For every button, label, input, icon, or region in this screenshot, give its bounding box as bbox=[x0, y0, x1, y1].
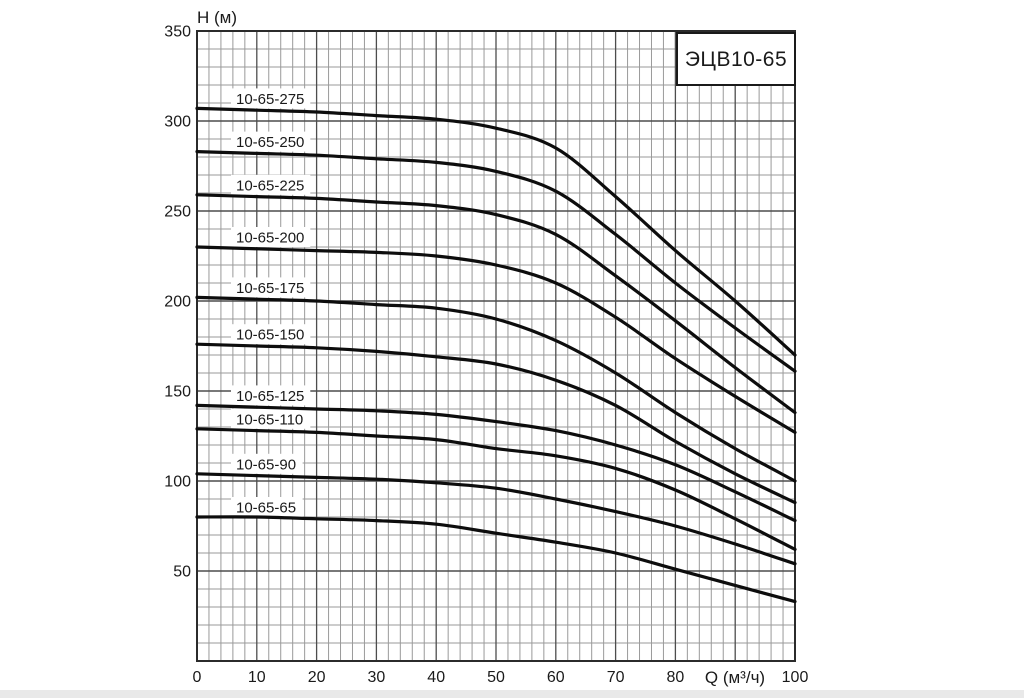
curve-label-mask bbox=[231, 227, 311, 247]
curve-label-10-65-90: 10-65-90 bbox=[236, 456, 296, 473]
curve-label-10-65-110: 10-65-110 bbox=[236, 411, 303, 428]
x-tick-label-end: 100 bbox=[782, 669, 809, 686]
axis-ticks-layer: 350 300 250 200 150 100 50 0 10 20 30 40 50 60 70 80 100 bbox=[164, 24, 808, 687]
curve-label-boxes bbox=[231, 88, 311, 517]
curve-labels-layer: 10-65-275 10-65-250 10-65-225 10-65-200 10-6… bbox=[236, 91, 304, 517]
title-box bbox=[676, 32, 796, 86]
y-tick-label: 250 bbox=[164, 204, 191, 221]
y-tick-label: 350 bbox=[164, 24, 191, 41]
x-tick-label: 0 bbox=[193, 669, 202, 686]
x-tick-label: 10 bbox=[248, 669, 266, 686]
curve-label-10-65-250: 10-65-250 bbox=[236, 134, 304, 151]
curve-10-65-225 bbox=[195, 193, 797, 415]
curve-label-mask bbox=[231, 174, 311, 195]
curve-10-65-110 bbox=[195, 427, 797, 551]
curve-label-10-65-200: 10-65-200 bbox=[236, 230, 304, 247]
y-tick-label: 50 bbox=[173, 564, 191, 581]
curve-label-mask bbox=[231, 497, 303, 517]
curve-label-mask bbox=[231, 88, 311, 109]
curve-10-65-175 bbox=[195, 295, 797, 483]
plot-border bbox=[196, 30, 796, 662]
x-tick-label: 20 bbox=[308, 669, 326, 686]
y-tick-label: 150 bbox=[164, 384, 191, 401]
curve-label-mask bbox=[231, 277, 311, 298]
curve-label-mask bbox=[231, 385, 311, 406]
x-tick-label: 60 bbox=[547, 669, 565, 686]
y-tick-label: 300 bbox=[164, 114, 191, 131]
curve-10-65-200 bbox=[195, 245, 797, 434]
curve-10-65-125 bbox=[195, 403, 797, 523]
curve-10-65-250 bbox=[195, 150, 797, 373]
curves-layer bbox=[195, 106, 797, 604]
curve-label-10-65-150: 10-65-150 bbox=[236, 327, 304, 344]
title-box-label: ЭЦВ10-65 bbox=[685, 48, 787, 71]
y-tick-label: 200 bbox=[164, 294, 191, 311]
curve-label-mask bbox=[231, 131, 311, 152]
curve-10-65-150 bbox=[195, 342, 797, 505]
bottom-strip bbox=[0, 690, 1024, 698]
curve-label-mask bbox=[231, 453, 303, 474]
x-tick-label: 50 bbox=[487, 669, 505, 686]
curve-10-65-65 bbox=[195, 515, 797, 604]
curve-label-10-65-275: 10-65-275 bbox=[236, 91, 304, 108]
y-axis-title: H (м) bbox=[197, 8, 237, 27]
x-axis-title: Q (м³/ч) bbox=[705, 668, 765, 687]
curve-label-mask bbox=[231, 408, 311, 429]
x-tick-label: 70 bbox=[607, 669, 625, 686]
curve-label-10-65-125: 10-65-125 bbox=[236, 388, 304, 405]
curve-label-10-65-225: 10-65-225 bbox=[236, 177, 304, 194]
curve-label-10-65-65: 10-65-65 bbox=[236, 500, 296, 517]
y-tick-label: 100 bbox=[164, 474, 191, 491]
x-tick-label: 40 bbox=[427, 669, 445, 686]
curve-10-65-275 bbox=[195, 106, 797, 357]
curve-10-65-90 bbox=[195, 472, 797, 566]
x-tick-label: 30 bbox=[368, 669, 386, 686]
curve-label-mask bbox=[231, 324, 311, 345]
curve-label-10-65-175: 10-65-175 bbox=[236, 280, 304, 297]
x-tick-label: 80 bbox=[667, 669, 685, 686]
